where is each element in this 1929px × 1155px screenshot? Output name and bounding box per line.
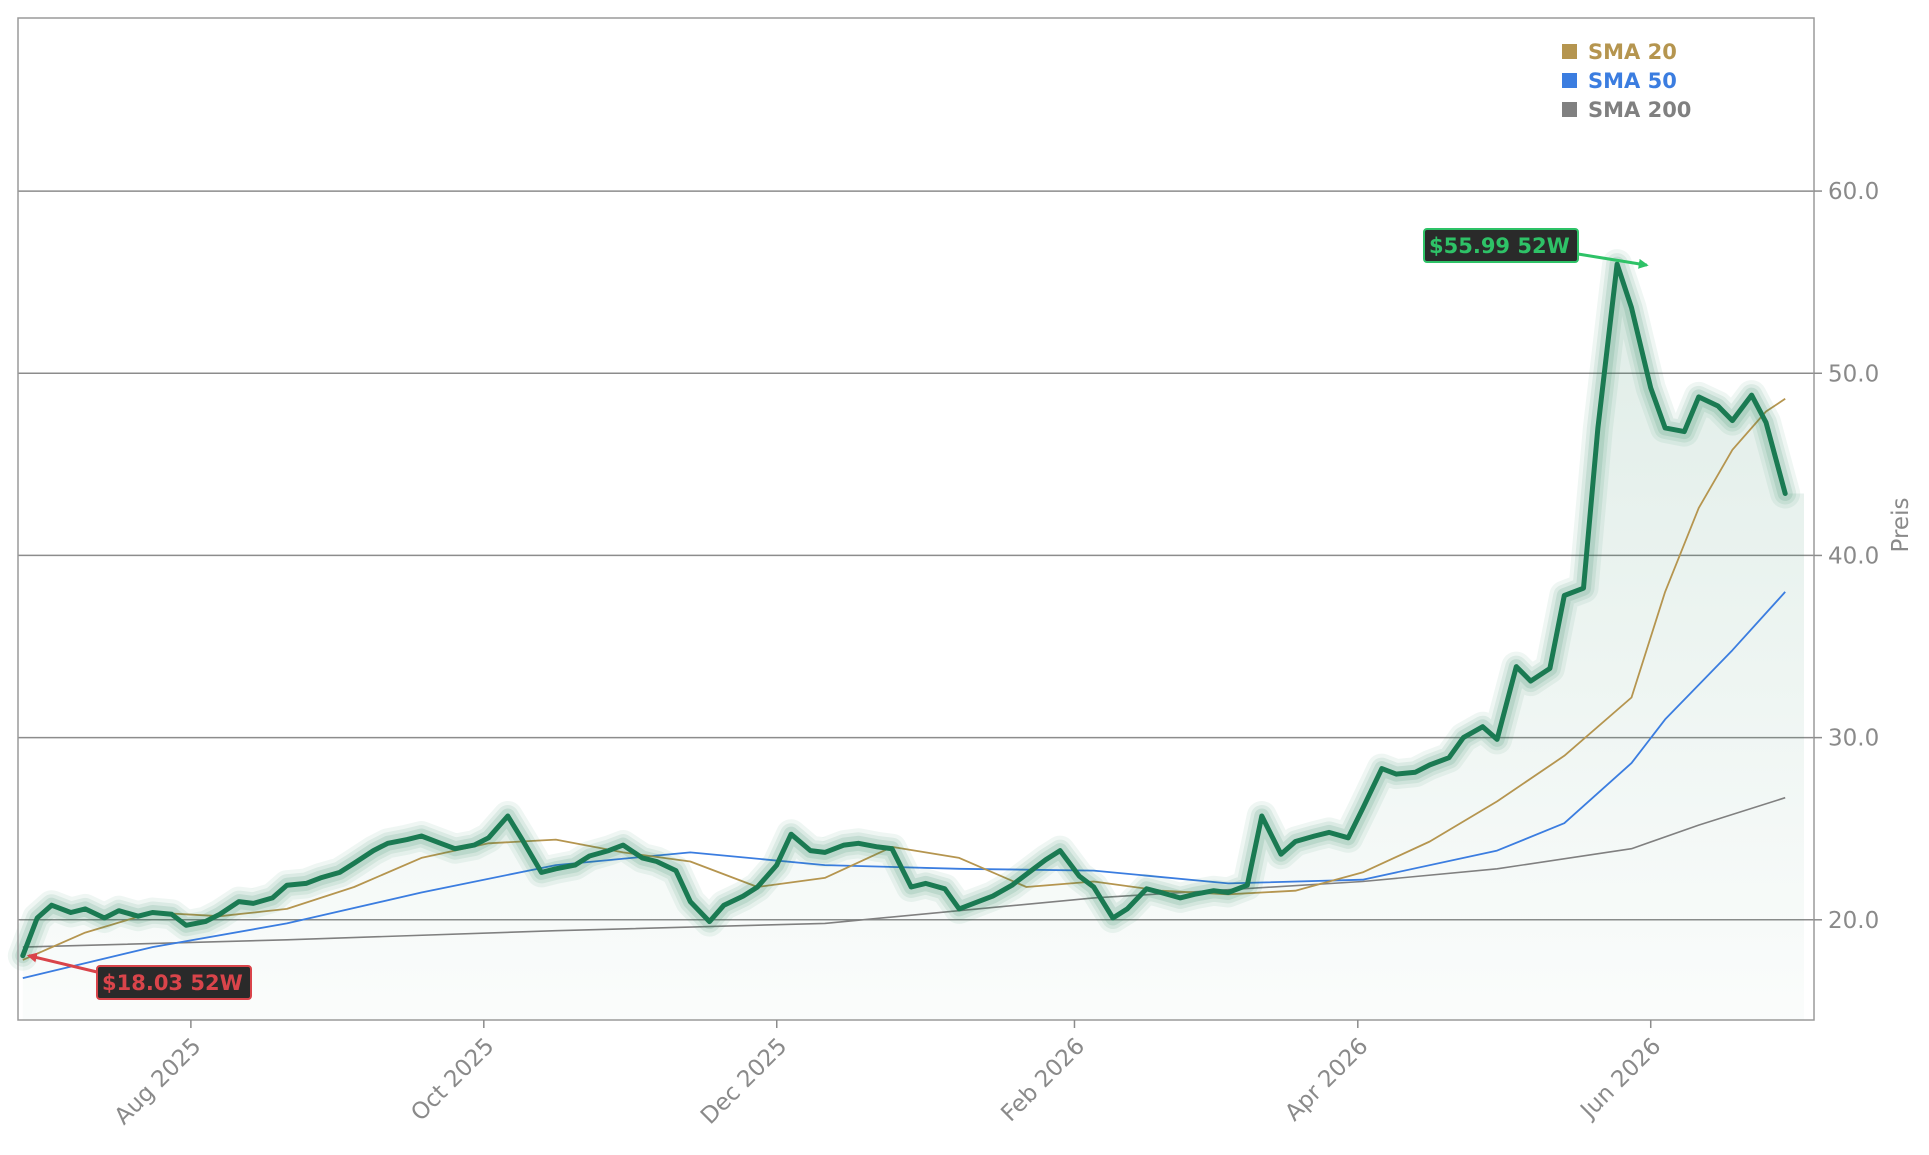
y-axis-ticks: 20.0 30.0 40.0 50.0 60.0 — [1814, 179, 1879, 934]
price-area — [22, 264, 1804, 1021]
sma200-line — [22, 796, 1786, 948]
y-tick-label: 50.0 — [1828, 361, 1879, 387]
plot-frame — [17, 17, 1815, 1021]
sma20-line — [22, 398, 1786, 961]
y-tick-label: 20.0 — [1828, 908, 1879, 934]
x-tick-label: Dec 2025 — [696, 1033, 792, 1129]
sma-lines — [22, 398, 1786, 979]
low-annotation-box — [96, 965, 252, 1000]
annotations: $55.99 52W $18.03 52W — [26, 228, 1649, 1000]
x-tick-label: Apr 2026 — [1280, 1033, 1373, 1126]
high-annotation-label: $55.99 52W — [1429, 234, 1570, 258]
sma50-line — [22, 591, 1786, 979]
legend-label: SMA 200 — [1588, 98, 1691, 122]
x-tick-label: Jun 2026 — [1575, 1033, 1667, 1125]
low-annotation-label: $18.03 52W — [102, 971, 243, 995]
legend-swatch — [1562, 73, 1577, 88]
legend-label: SMA 50 — [1588, 69, 1677, 93]
y-axis-label: Preis — [1888, 498, 1914, 553]
price-line — [20, 261, 1788, 959]
legend-label: SMA 20 — [1588, 40, 1677, 64]
high-annotation-arrow — [1577, 252, 1649, 269]
y-tick-label: 30.0 — [1828, 726, 1879, 752]
x-tick-label: Aug 2025 — [110, 1033, 207, 1130]
x-tick-label: Feb 2026 — [996, 1033, 1090, 1127]
y-tick-label: 60.0 — [1828, 179, 1879, 205]
price-area-fill — [22, 264, 1804, 1021]
x-tick-label: Oct 2025 — [406, 1033, 499, 1126]
y-tick-label: 40.0 — [1828, 543, 1879, 569]
high-annotation-box — [1423, 228, 1579, 263]
x-axis-ticks: Aug 2025 Oct 2025 Dec 2025 Feb 2026 Apr 2026… — [110, 1020, 1667, 1130]
legend: SMA 20 SMA 50 SMA 200 — [1562, 40, 1691, 122]
legend-swatch — [1562, 44, 1577, 59]
price-line-group — [7, 249, 1801, 971]
low-annotation-arrow — [26, 952, 98, 974]
legend-swatch — [1562, 102, 1577, 117]
